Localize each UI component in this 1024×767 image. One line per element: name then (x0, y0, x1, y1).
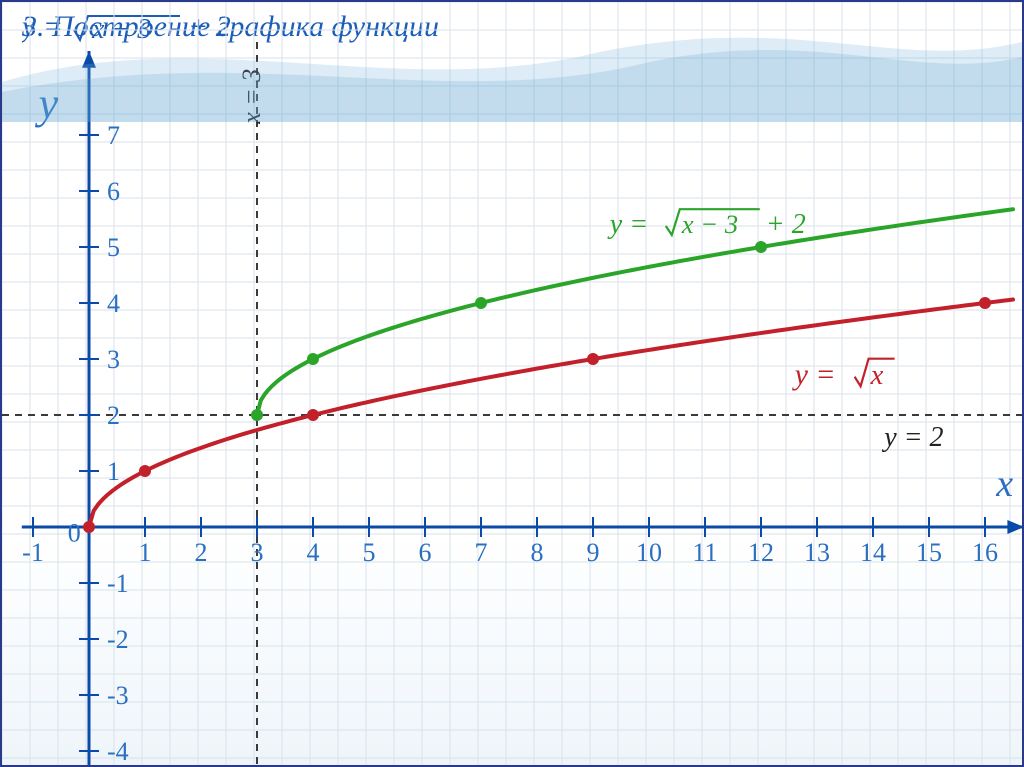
curve-red-point (587, 353, 599, 365)
y-tick-label: 4 (107, 289, 120, 318)
y-tick-label: 2 (107, 401, 120, 430)
svg-text:x − 3: x − 3 (681, 209, 738, 239)
svg-text:+ 2: + 2 (766, 209, 806, 240)
curve-red-point (139, 465, 151, 477)
curve-red (89, 300, 1013, 527)
curve-red-point (979, 297, 991, 309)
x-tick-label: 2 (195, 538, 208, 567)
x-tick-label: 1 (139, 538, 152, 567)
y-tick-label: 6 (107, 177, 120, 206)
x-tick-label: 9 (587, 538, 600, 567)
y-tick-label: 7 (107, 121, 120, 150)
x-tick-label: 8 (531, 538, 544, 567)
y-tick-label: 5 (107, 233, 120, 262)
x-tick-label: 7 (475, 538, 488, 567)
x-tick-label: 6 (419, 538, 432, 567)
curve-green-point (251, 409, 263, 421)
origin-label: 0 (68, 518, 81, 547)
y-equals-2-label: y = 2 (881, 422, 943, 453)
x-tick-label: -1 (22, 538, 44, 567)
y-tick-label: -4 (107, 737, 129, 766)
curve-red-point (307, 409, 319, 421)
x-equals-3-label: x = 3 (237, 69, 266, 125)
x-axis-arrow (1007, 520, 1024, 534)
curve-green-point (755, 241, 767, 253)
x-tick-label: 16 (972, 538, 998, 567)
x-tick-label: 12 (748, 538, 774, 567)
y-axis-label: y (35, 79, 59, 128)
curve-green-point (475, 297, 487, 309)
y-tick-label: -3 (107, 681, 129, 710)
x-tick-label: 3 (251, 538, 264, 567)
chart-frame: 3. Построение графика функции y = x − 3 … (0, 0, 1024, 767)
svg-text:x: x (870, 360, 884, 391)
x-tick-label: 14 (860, 538, 886, 567)
y-tick-label: -1 (107, 569, 129, 598)
x-tick-label: 4 (307, 538, 320, 567)
x-tick-label: 5 (363, 538, 376, 567)
curve-green-point (307, 353, 319, 365)
x-tick-label: 10 (636, 538, 662, 567)
y-tick-label: 3 (107, 345, 120, 374)
x-tick-label: 13 (804, 538, 830, 567)
x-axis-label: x (995, 463, 1013, 505)
plot-area: -1123456789101112131415161234567-1-2-3-4… (2, 2, 1024, 767)
svg-text:y =: y = (607, 209, 648, 240)
curve-red-point (83, 521, 95, 533)
curve-green-label: y = x − 3 + 2 (607, 209, 806, 240)
curve-red-label: y = x (792, 358, 895, 391)
y-tick-label: -2 (107, 625, 129, 654)
x-tick-label: 11 (692, 538, 717, 567)
y-tick-label: 1 (107, 457, 120, 486)
x-tick-label: 15 (916, 538, 942, 567)
svg-text:y =: y = (792, 358, 836, 391)
y-axis-arrow (82, 51, 96, 68)
